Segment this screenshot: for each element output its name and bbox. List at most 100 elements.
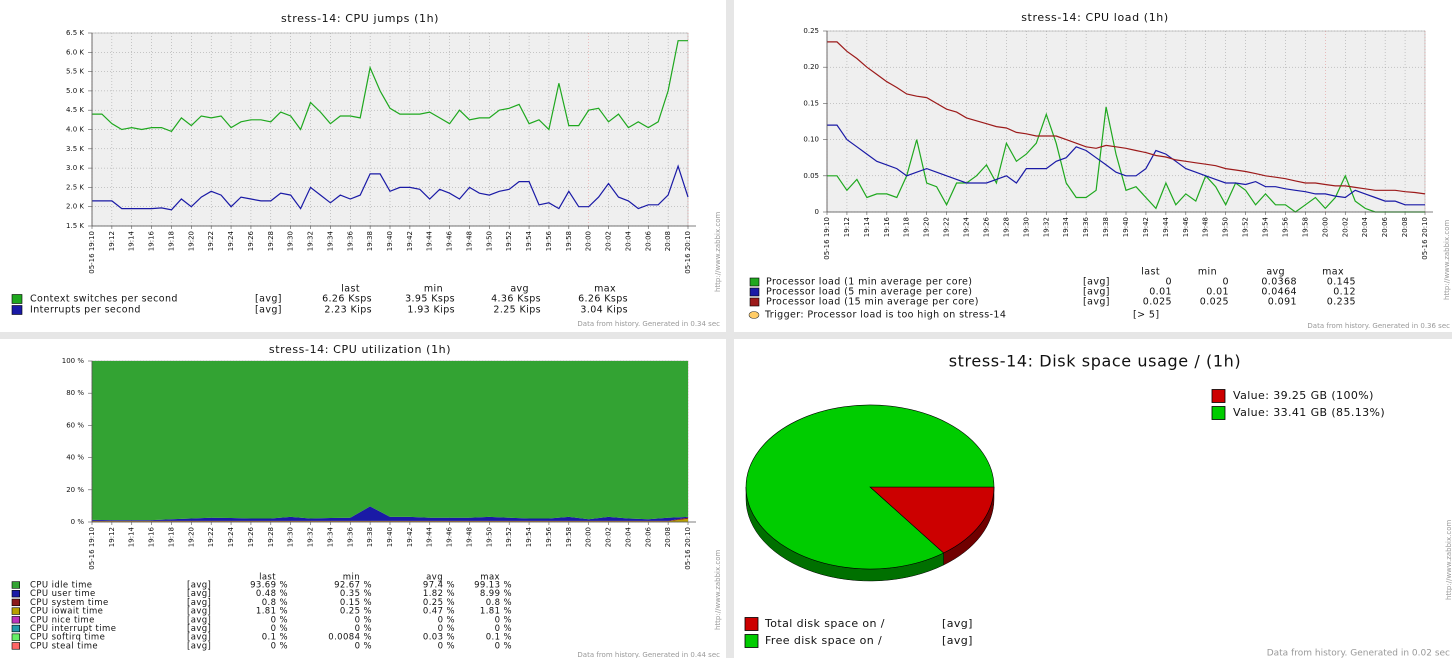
trigger-condition: [> 5] bbox=[1133, 310, 1159, 321]
legend-func: [avg] bbox=[942, 617, 973, 630]
legend-stat: 2.23 Kips bbox=[324, 305, 372, 316]
x-tick-label: 19:48 bbox=[465, 527, 473, 547]
legend-name: CPU steal time bbox=[30, 641, 98, 651]
legend-stat: 0.8 % bbox=[262, 598, 288, 608]
legend-stat: 2.25 Kips bbox=[493, 305, 541, 316]
y-tick-label: 0.05 bbox=[803, 172, 819, 180]
legend-header: max bbox=[480, 573, 500, 583]
x-tick-label: 19:26 bbox=[247, 526, 255, 547]
x-tick-label: 19:54 bbox=[525, 230, 533, 251]
legend-swatch bbox=[744, 634, 759, 648]
x-tick-label: 19:40 bbox=[1122, 217, 1130, 237]
y-tick-label: 0.10 bbox=[803, 136, 819, 144]
x-tick-label: 19:42 bbox=[406, 231, 414, 251]
legend-stat: 0.03 % bbox=[423, 633, 455, 643]
legend-stat: 0.35 % bbox=[340, 589, 372, 599]
legend-stat: 0 % bbox=[355, 624, 372, 634]
legend-stat: 0.8 % bbox=[486, 598, 512, 608]
legend-swatch bbox=[11, 633, 20, 641]
legend-swatch bbox=[11, 294, 23, 304]
x-tick-label: 19:42 bbox=[406, 527, 414, 547]
legend-func: [avg] bbox=[187, 589, 211, 599]
legend-stat: 3.95 Ksps bbox=[405, 294, 455, 305]
legend-stat: 0 % bbox=[271, 615, 288, 625]
x-tick-label: 19:22 bbox=[207, 231, 215, 251]
legend-header: min bbox=[343, 573, 360, 583]
legend-stat: 0.1 % bbox=[262, 633, 288, 643]
x-tick-label: 19:52 bbox=[505, 527, 513, 547]
x-tick-label: 19:34 bbox=[1062, 216, 1070, 237]
x-tick-label: 19:44 bbox=[426, 230, 434, 251]
legend-stat: 1.81 % bbox=[256, 607, 288, 617]
legend-swatch bbox=[11, 607, 20, 615]
chart-title: stress-14: Disk space usage / (1h) bbox=[949, 352, 1242, 371]
legend-swatch bbox=[1211, 389, 1226, 403]
legend-stat: 0 % bbox=[271, 641, 288, 651]
y-tick-label: 80 % bbox=[66, 389, 84, 397]
x-tick-label: 19:42 bbox=[1142, 217, 1150, 237]
x-tick-label: 19:20 bbox=[187, 231, 195, 251]
legend-stat: 0.0464 bbox=[1261, 287, 1297, 298]
x-tick-label: 19:20 bbox=[923, 217, 931, 237]
legend-swatch bbox=[11, 624, 20, 633]
x-tick-label: 19:18 bbox=[167, 231, 175, 251]
legend-stat: 0.12 bbox=[1333, 287, 1356, 298]
legend-name: CPU iowait time bbox=[30, 607, 103, 617]
legend-func: [avg] bbox=[1083, 297, 1110, 308]
legend-stat: 92.67 % bbox=[334, 581, 372, 591]
legend-stat: 0 % bbox=[271, 624, 288, 634]
legend-swatch bbox=[11, 581, 20, 589]
legend-header: avg bbox=[426, 573, 443, 583]
legend-stat: 0 % bbox=[355, 615, 372, 625]
legend-header: avg bbox=[510, 284, 529, 295]
series-line bbox=[827, 124, 1425, 206]
x-tick-label: 19:56 bbox=[545, 526, 553, 547]
watermark: http://www.zabbix.com bbox=[714, 212, 722, 292]
x-tick-label: 20:04 bbox=[624, 526, 632, 547]
y-tick-label: 100 % bbox=[62, 357, 85, 365]
series-line bbox=[92, 40, 688, 133]
series-line bbox=[92, 164, 689, 211]
x-tick-label: 19:58 bbox=[1301, 217, 1309, 237]
x-tick-label: 19:30 bbox=[287, 231, 295, 251]
y-tick-label: 3.5 K bbox=[66, 145, 84, 153]
x-tick-label: 19:54 bbox=[525, 526, 533, 547]
x-tick-label: 19:32 bbox=[307, 231, 315, 251]
x-tick-label: 19:54 bbox=[1262, 216, 1270, 237]
x-tick-label: 19:40 bbox=[386, 231, 394, 251]
x-tick-label: 19:18 bbox=[167, 527, 175, 547]
x-tick-label: 19:26 bbox=[247, 230, 255, 251]
x-tick-label: 19:30 bbox=[1022, 217, 1030, 237]
x-tick-label: 19:12 bbox=[108, 231, 116, 251]
series-area bbox=[92, 506, 688, 521]
x-tick-label: 19:12 bbox=[843, 217, 851, 237]
x-tick-label: 19:56 bbox=[1281, 216, 1289, 237]
x-tick-label: 19:32 bbox=[307, 527, 315, 547]
x-tick-label: 19:52 bbox=[505, 231, 513, 251]
x-tick-label: 19:52 bbox=[1242, 217, 1250, 237]
legend-header: max bbox=[594, 284, 616, 295]
legend-stat: 6.26 Ksps bbox=[322, 294, 372, 305]
x-tick-label: 19:50 bbox=[1222, 217, 1230, 237]
x-tick-label: 19:14 bbox=[128, 526, 136, 547]
y-tick-label: 2.5 K bbox=[66, 183, 84, 191]
x-tick-label: 19:38 bbox=[366, 527, 374, 547]
x-tick-label: 19:34 bbox=[326, 526, 334, 547]
y-tick-label: 60 % bbox=[66, 421, 84, 429]
legend-name: CPU interrupt time bbox=[30, 624, 116, 634]
x-tick-label: 20:08 bbox=[1401, 217, 1409, 237]
x-tick-label: 05-16 19:10 bbox=[823, 217, 831, 260]
legend-stat: 1.82 % bbox=[423, 589, 455, 599]
pie-slice bbox=[745, 404, 995, 570]
footer: Data from history. Generated in 0.36 sec bbox=[1307, 322, 1450, 330]
x-tick-label: 19:46 bbox=[446, 526, 454, 547]
watermark: http://www.zabbix.com bbox=[714, 550, 722, 630]
x-tick-label: 20:06 bbox=[644, 526, 652, 547]
x-tick-label: 19:58 bbox=[565, 527, 573, 547]
legend-stat: 0.01 bbox=[1149, 287, 1172, 298]
trigger-label: Trigger: Processor load is too high on s… bbox=[764, 310, 1006, 321]
x-tick-label: 20:04 bbox=[1361, 216, 1369, 237]
x-tick-label: 05-16 19:10 bbox=[88, 527, 96, 570]
x-tick-label: 19:38 bbox=[1102, 217, 1110, 237]
